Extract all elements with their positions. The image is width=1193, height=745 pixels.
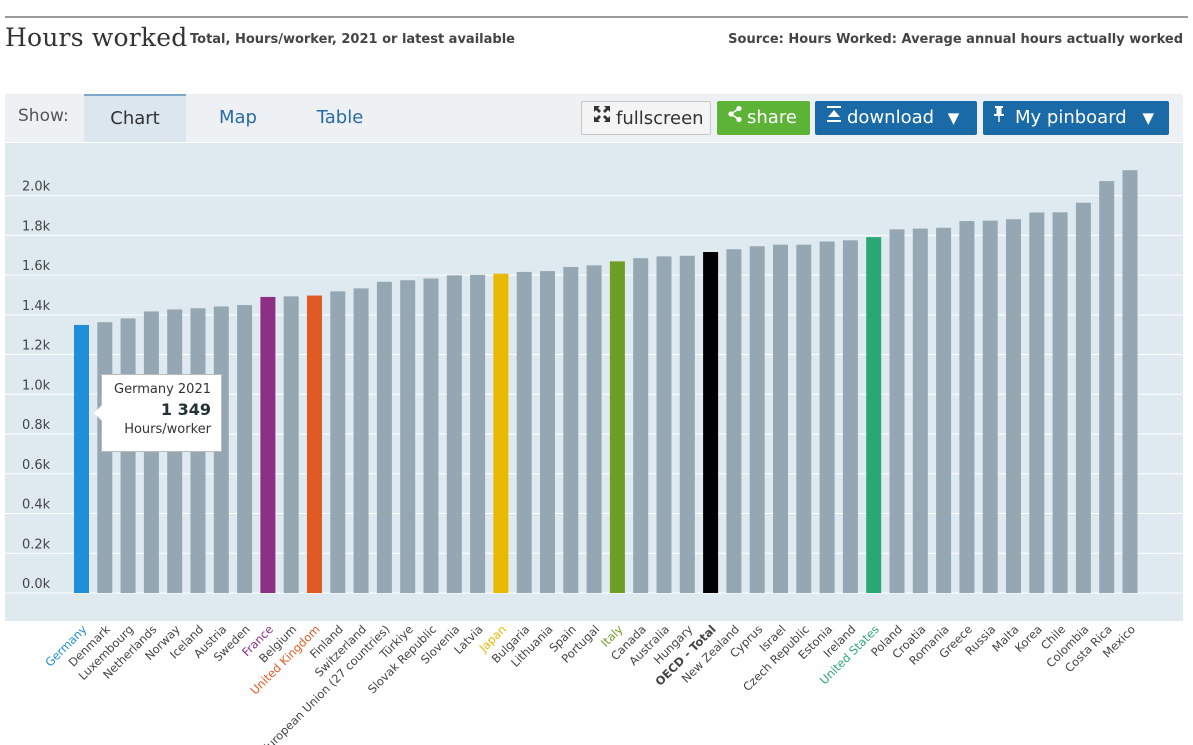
bar-malta[interactable]: [1006, 219, 1021, 593]
tooltip-title: Germany 2021: [114, 382, 211, 397]
show-label: Show:: [18, 106, 69, 126]
bar-oecd-total[interactable]: [703, 252, 719, 593]
y-tick-label: 1.2k: [22, 339, 51, 354]
bar-greece[interactable]: [959, 221, 975, 593]
y-tick-label: 1.4k: [22, 299, 51, 314]
tooltip-value: 1 349: [160, 400, 211, 419]
bar-romania[interactable]: [936, 227, 952, 593]
bar-finland[interactable]: [330, 291, 346, 593]
bar-t-rkiye[interactable]: [400, 280, 416, 593]
bar-israel[interactable]: [773, 244, 788, 593]
share-icon: [727, 101, 743, 135]
pinboard-label: My pinboard: [1015, 107, 1127, 128]
bar-czech-republic[interactable]: [796, 244, 812, 593]
share-label: share: [747, 107, 797, 128]
bar-korea[interactable]: [1029, 212, 1045, 593]
bar-mexico[interactable]: [1122, 170, 1138, 594]
tab-map[interactable]: Map: [219, 107, 257, 128]
bar-cyprus[interactable]: [749, 246, 765, 593]
bar-spain[interactable]: [563, 266, 579, 593]
top-divider: [5, 16, 1188, 18]
bar-netherlands[interactable]: [143, 311, 159, 593]
bar-denmark[interactable]: [97, 322, 113, 593]
bar-switzerland[interactable]: [353, 288, 369, 593]
bar-japan[interactable]: [493, 273, 509, 593]
bar-bulgaria[interactable]: [516, 271, 532, 593]
bar-new-zealand[interactable]: [726, 249, 742, 593]
chart-tooltip: Germany 2021 1 349 Hours/worker: [94, 374, 222, 452]
bar-portugal[interactable]: [586, 265, 602, 593]
y-tick-label: 0.2k: [22, 537, 51, 552]
fullscreen-label: fullscreen: [616, 108, 704, 129]
bar-italy[interactable]: [609, 261, 625, 593]
download-button[interactable]: download ▼: [815, 101, 977, 135]
bar-hungary[interactable]: [679, 255, 695, 594]
pin-icon: [993, 101, 1005, 135]
bar-canada[interactable]: [633, 258, 649, 593]
source-text: Source: Hours Worked: Average annual hou…: [728, 32, 1183, 47]
bar-united-states[interactable]: [866, 237, 882, 593]
bar-sweden[interactable]: [237, 305, 253, 593]
bar-belgium[interactable]: [283, 296, 299, 593]
y-tick-label: 0.8k: [22, 418, 51, 433]
tab-table[interactable]: Table: [316, 107, 364, 128]
download-icon: [825, 101, 843, 135]
bar-luxembourg[interactable]: [120, 318, 136, 593]
bar-poland[interactable]: [889, 229, 905, 593]
bar-germany[interactable]: [74, 324, 89, 593]
bar-colombia[interactable]: [1075, 202, 1091, 593]
bar-australia[interactable]: [656, 256, 672, 593]
view-toolbar: Show: Chart Map Table fullscreen share d…: [5, 94, 1183, 142]
chart-subtitle: Total, Hours/worker, 2021 or latest avai…: [190, 32, 515, 47]
bar-estonia[interactable]: [819, 241, 835, 593]
chevron-down-icon: ▼: [1142, 109, 1154, 127]
y-tick-label: 1.0k: [22, 378, 51, 393]
y-tick-label: 2.0k: [22, 180, 51, 195]
bar-ireland[interactable]: [842, 240, 858, 593]
bar-russia[interactable]: [982, 220, 998, 593]
bar-lithuania[interactable]: [540, 271, 555, 593]
tooltip-unit: Hours/worker: [124, 422, 211, 437]
chevron-down-icon: ▼: [947, 109, 960, 127]
share-button[interactable]: share: [717, 101, 810, 135]
bar-slovak-republic[interactable]: [423, 278, 439, 593]
bar-slovenia[interactable]: [446, 275, 462, 593]
bar-latvia[interactable]: [470, 274, 486, 593]
y-tick-label: 1.6k: [22, 259, 51, 274]
bar-france[interactable]: [260, 296, 276, 593]
fullscreen-button[interactable]: fullscreen: [581, 101, 711, 135]
y-tick-label: 0.0k: [22, 577, 51, 592]
bar-united-kingdom[interactable]: [307, 295, 322, 593]
bar-costa-rica[interactable]: [1099, 181, 1115, 593]
tab-chart[interactable]: Chart: [84, 94, 186, 142]
page-title: Hours worked: [5, 23, 188, 52]
x-tick-label: Korea: [1012, 622, 1045, 655]
y-tick-label: 0.6k: [22, 458, 51, 473]
bar-chile[interactable]: [1052, 212, 1068, 593]
y-tick-label: 1.8k: [22, 219, 51, 234]
pinboard-button[interactable]: My pinboard ▼: [983, 101, 1169, 135]
bar-croatia[interactable]: [912, 228, 928, 593]
y-tick-label: 0.4k: [22, 498, 51, 513]
bar-european-union-27-countries-[interactable]: [376, 281, 392, 593]
fullscreen-icon: [592, 102, 612, 136]
download-label: download: [847, 107, 935, 128]
